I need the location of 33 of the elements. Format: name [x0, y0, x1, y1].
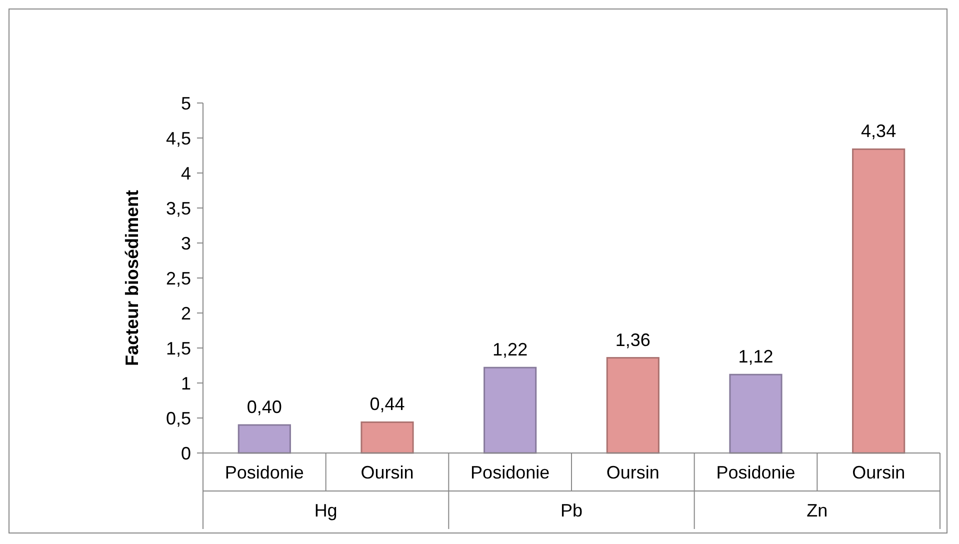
- x-tick-label: Pb: [560, 500, 583, 520]
- y-tick-label: 2: [180, 303, 191, 324]
- y-tick-label: 0: [180, 443, 191, 464]
- y-tick-label: 3,5: [166, 198, 191, 218]
- y-tick-label: 4: [180, 163, 191, 184]
- y-tick-label: 0,5: [166, 408, 191, 428]
- data-label: 4,34: [861, 121, 896, 142]
- bar: [852, 148, 906, 454]
- data-label: 1,36: [615, 330, 650, 350]
- y-tick-label: 3: [180, 233, 191, 254]
- y-tick-label: 5: [180, 93, 191, 114]
- series-label: Oursin: [606, 462, 660, 482]
- data-label: 1,12: [738, 346, 774, 367]
- y-tick-label: 1: [180, 373, 191, 394]
- bar: [238, 424, 291, 454]
- bar: [729, 374, 782, 454]
- bar: [484, 366, 537, 454]
- x-tick-label: Hg: [314, 500, 338, 520]
- data-label: 0,40: [246, 397, 282, 417]
- data-label: 0,44: [370, 394, 405, 414]
- data-label: 1,22: [492, 340, 528, 360]
- text: Posidonie: [470, 462, 550, 482]
- text: Posidonie: [716, 462, 796, 482]
- y-tick-label: 4,5: [166, 128, 191, 148]
- text: Oursin: [360, 462, 414, 482]
- y-tick-label: 1,5: [166, 338, 191, 358]
- x-tick-label: Zn: [806, 500, 828, 520]
- series-label: Posidonie: [224, 462, 304, 482]
- bar: [606, 357, 660, 454]
- y-tick-label: 2,5: [166, 268, 191, 288]
- text: Oursin: [852, 462, 906, 482]
- y-axis-title: Facteur biosédiment: [122, 190, 142, 366]
- bar: [360, 421, 414, 454]
